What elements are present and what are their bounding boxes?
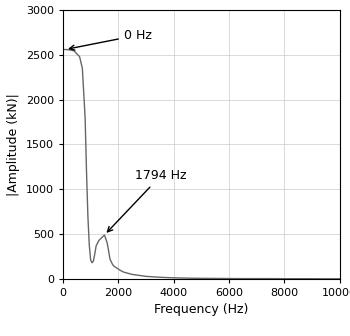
Y-axis label: |Amplitude (kN)|: |Amplitude (kN)| bbox=[7, 93, 20, 196]
Text: 1794 Hz: 1794 Hz bbox=[107, 169, 187, 232]
Text: 0 Hz: 0 Hz bbox=[69, 29, 152, 50]
X-axis label: Frequency (Hz): Frequency (Hz) bbox=[154, 303, 248, 317]
